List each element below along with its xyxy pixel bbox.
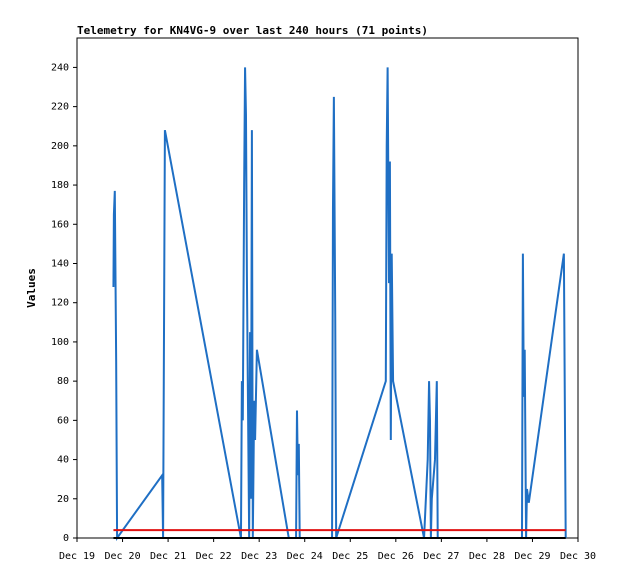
x-tick-label: Dec 28 (469, 551, 505, 562)
y-tick-label: 40 (57, 455, 69, 466)
x-tick-label: Dec 21 (150, 551, 186, 562)
y-tick-label: 160 (51, 219, 69, 230)
x-tick-label: Dec 27 (423, 551, 459, 562)
x-tick-label: Dec 22 (196, 551, 232, 562)
x-tick-label: Dec 26 (378, 551, 414, 562)
y-tick-label: 180 (51, 180, 69, 191)
x-tick-label: Dec 23 (241, 551, 277, 562)
y-tick-label: 20 (57, 494, 69, 505)
x-tick-label: Dec 29 (514, 551, 550, 562)
y-tick-label: 80 (57, 376, 69, 387)
x-tick-label: Dec 30 (560, 551, 596, 562)
y-axis-label: Values (25, 268, 38, 308)
x-tick-label: Dec 19 (59, 551, 95, 562)
y-tick-label: 240 (51, 62, 69, 73)
y-tick-label: 140 (51, 258, 69, 269)
y-tick-label: 60 (57, 415, 69, 426)
y-tick-label: 220 (51, 102, 69, 113)
x-tick-label: Dec 20 (104, 551, 140, 562)
y-tick-label: 100 (51, 337, 69, 348)
y-tick-label: 120 (51, 298, 69, 309)
x-tick-label: Dec 24 (287, 551, 323, 562)
chart-title: Telemetry for KN4VG-9 over last 240 hour… (77, 24, 428, 37)
y-tick-label: 0 (63, 533, 69, 544)
y-tick-label: 200 (51, 141, 69, 152)
x-tick-label: Dec 25 (332, 551, 368, 562)
